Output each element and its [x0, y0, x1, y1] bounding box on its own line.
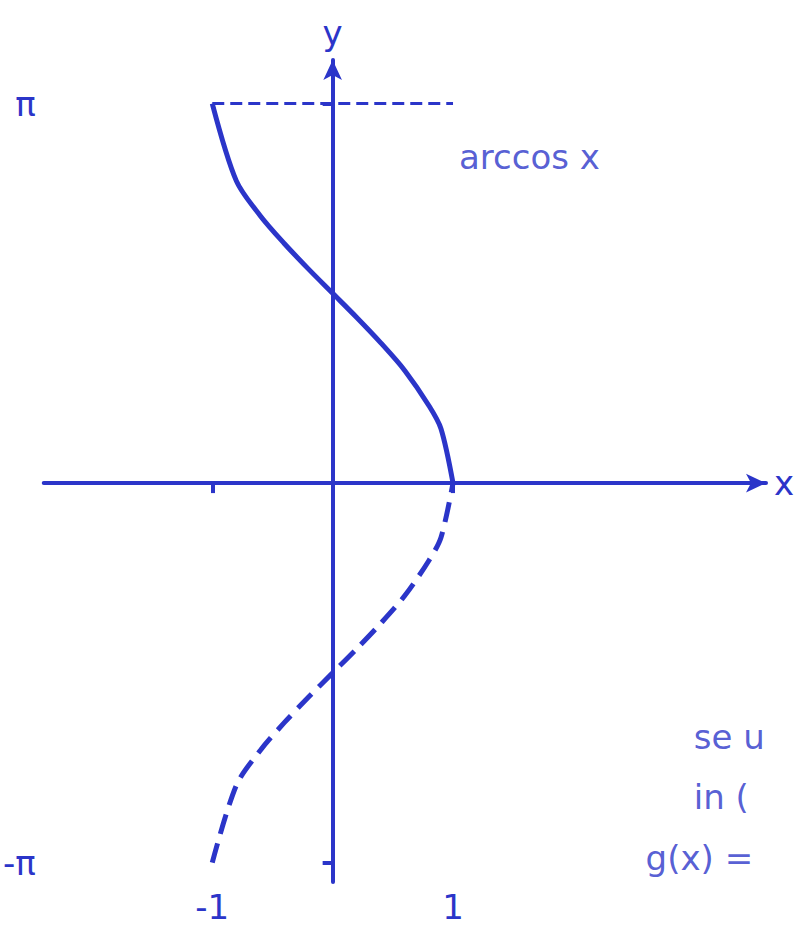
- svg-text:se u: se u: [694, 717, 765, 757]
- svg-text:in (: in (: [694, 777, 749, 817]
- svg-text:-1: -1: [195, 887, 229, 927]
- svg-text:-π: -π: [3, 843, 36, 883]
- svg-text:y: y: [323, 13, 343, 53]
- svg-text:arccos x: arccos x: [459, 137, 600, 177]
- svg-text:1: 1: [442, 887, 464, 927]
- svg-text:x: x: [774, 463, 794, 503]
- svg-text:g(x) =: g(x) =: [646, 838, 754, 878]
- svg-text:π: π: [15, 84, 35, 124]
